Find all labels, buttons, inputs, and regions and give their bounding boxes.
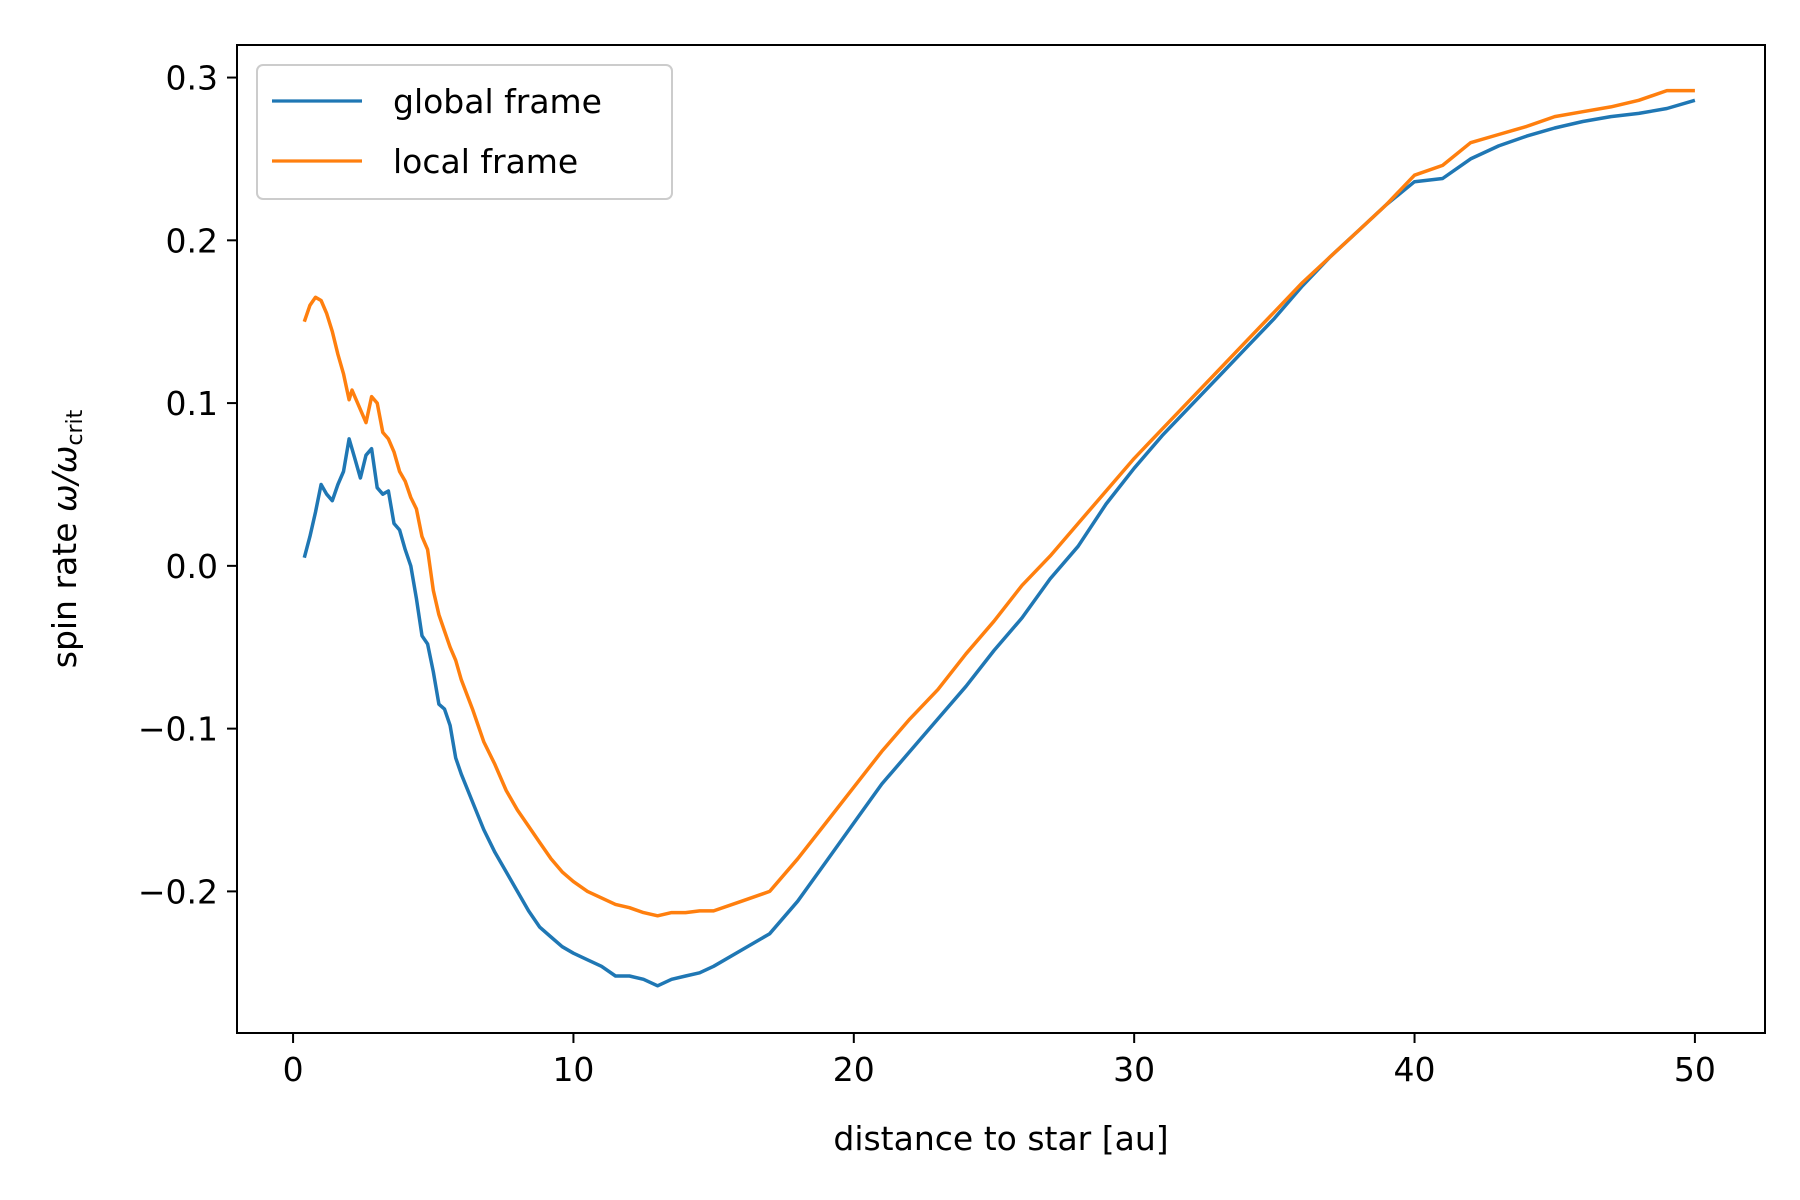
legend-label-local-frame: local frame bbox=[393, 142, 578, 181]
y-tick-label: 0.1 bbox=[166, 384, 218, 423]
x-tick-label: 50 bbox=[1674, 1050, 1716, 1089]
x-tick-label: 0 bbox=[283, 1050, 304, 1089]
legend-frame bbox=[256, 64, 673, 200]
x-tick-label: 40 bbox=[1394, 1050, 1436, 1089]
plot-frame bbox=[236, 44, 1766, 1034]
y-tick-label: −0.1 bbox=[138, 710, 218, 749]
x-ticks: 0 10 20 30 40 50 bbox=[283, 1033, 1716, 1089]
series-line-global-frame bbox=[302, 98, 1696, 988]
x-tick-label: 30 bbox=[1113, 1050, 1155, 1089]
y-tick-label: 0.2 bbox=[166, 221, 218, 260]
y-ticks: −0.2 −0.1 0.0 0.1 0.2 0.3 bbox=[138, 59, 237, 911]
x-tick-label: 20 bbox=[833, 1050, 875, 1089]
x-axis-label: distance to star [au] bbox=[833, 1119, 1168, 1158]
legend-label-global-frame: global frame bbox=[393, 82, 602, 121]
y-tick-label: −0.2 bbox=[138, 872, 218, 911]
plot-area bbox=[237, 45, 1765, 1033]
x-tick-label: 10 bbox=[552, 1050, 594, 1089]
series-line-local-frame bbox=[302, 88, 1695, 918]
legend: global frame local frame bbox=[256, 64, 673, 200]
y-tick-label: 0.0 bbox=[166, 547, 218, 586]
series-layer bbox=[302, 88, 1696, 988]
y-tick-label: 0.3 bbox=[166, 59, 218, 98]
y-axis-label: spin rate ω/ωcrit bbox=[45, 409, 88, 668]
